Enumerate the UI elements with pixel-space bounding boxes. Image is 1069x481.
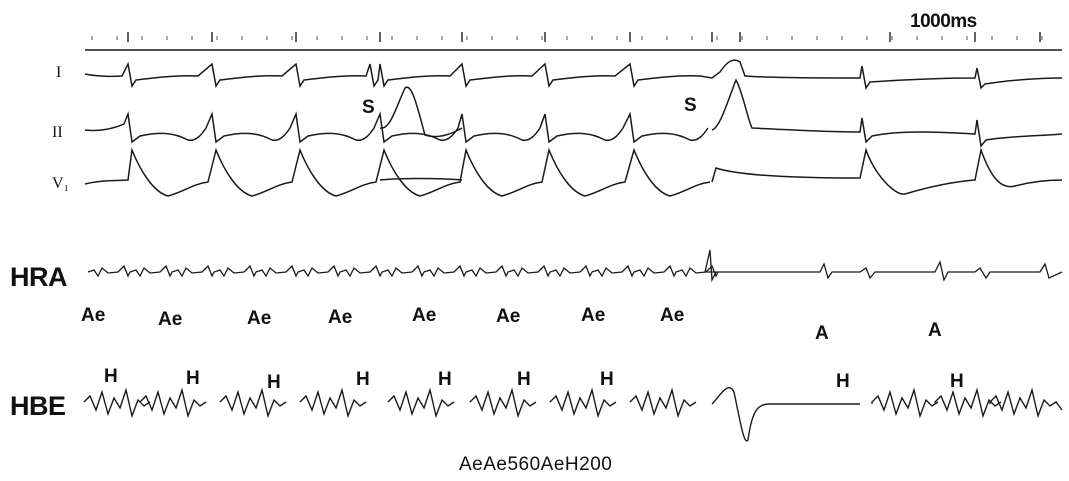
- atrial-echo-marker: Ae: [660, 305, 685, 326]
- stimulus-marker: S: [362, 97, 375, 118]
- hra-trace: [87, 249, 1063, 283]
- lead-ii-label: II: [52, 124, 63, 141]
- hbe-label: HBE: [10, 391, 66, 421]
- lead-v1-label: V₁: [52, 175, 70, 192]
- time-scale-label: 1000ms: [910, 11, 977, 32]
- stimulus-marker: S: [684, 95, 697, 116]
- his-marker: H: [836, 371, 850, 392]
- atrial-echo-marker: Ae: [158, 309, 183, 330]
- lead-i-label: I: [56, 64, 62, 81]
- his-marker: H: [600, 369, 614, 390]
- atrial-echo-marker: Ae: [581, 305, 606, 326]
- his-marker: H: [517, 369, 531, 390]
- lead-ii-trace: [84, 78, 1063, 148]
- hra-label: HRA: [10, 262, 68, 292]
- atrial-echo-marker: Ae: [496, 306, 521, 327]
- lead-v1-trace: [84, 147, 1063, 197]
- his-marker: H: [186, 368, 200, 389]
- his-marker: H: [104, 366, 118, 387]
- atrial-marker: A: [815, 323, 829, 344]
- figure-caption: AeAe560AeH200: [459, 454, 613, 475]
- atrial-echo-marker: Ae: [81, 305, 106, 326]
- his-marker: H: [356, 369, 370, 390]
- timing-tick-marks: [91, 32, 1043, 42]
- hbe-trace: [83, 386, 1063, 442]
- atrial-echo-marker: Ae: [247, 308, 272, 329]
- atrial-echo-marker: Ae: [412, 305, 437, 326]
- his-marker: H: [950, 371, 964, 392]
- his-marker: H: [438, 369, 452, 390]
- his-marker: H: [267, 372, 281, 393]
- atrial-marker: A: [928, 320, 942, 341]
- lead-i-trace: [84, 59, 1063, 90]
- atrial-echo-marker: Ae: [328, 307, 353, 328]
